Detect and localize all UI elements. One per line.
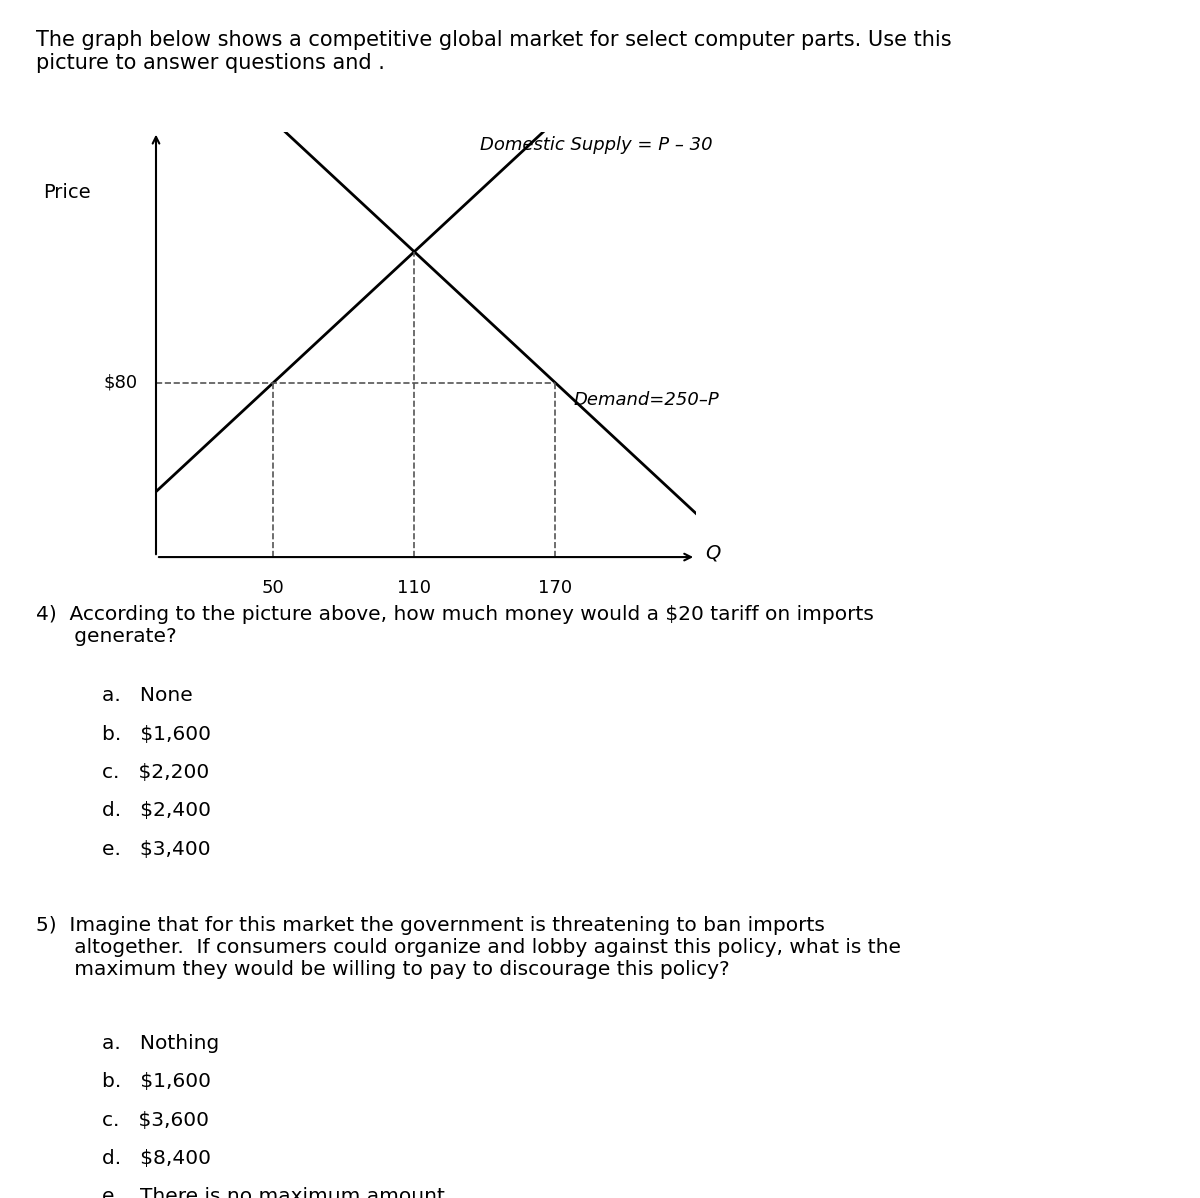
Text: a.   None: a. None	[102, 686, 193, 706]
Text: 4)  According to the picture above, how much money would a $20 tariff on imports: 4) According to the picture above, how m…	[36, 605, 874, 646]
Text: $80: $80	[103, 374, 137, 392]
Text: 110: 110	[397, 579, 431, 597]
Text: c.   $3,600: c. $3,600	[102, 1111, 209, 1130]
Text: e.   $3,400: e. $3,400	[102, 840, 211, 859]
Text: Q: Q	[706, 543, 721, 562]
Text: 5)  Imagine that for this market the government is threatening to ban imports
  : 5) Imagine that for this market the gove…	[36, 916, 901, 980]
Text: The graph below shows a competitive global market for select computer parts. Use: The graph below shows a competitive glob…	[36, 30, 952, 73]
Text: d.   $8,400: d. $8,400	[102, 1149, 211, 1168]
Text: 50: 50	[262, 579, 284, 597]
Text: a.   Nothing: a. Nothing	[102, 1034, 220, 1053]
Text: c.   $2,200: c. $2,200	[102, 763, 209, 782]
Text: Price: Price	[43, 183, 90, 201]
Text: d.   $2,400: d. $2,400	[102, 801, 211, 821]
Text: Demand=250–P: Demand=250–P	[574, 391, 720, 409]
Text: b.   $1,600: b. $1,600	[102, 1072, 211, 1091]
Text: b.   $1,600: b. $1,600	[102, 725, 211, 744]
Text: 170: 170	[538, 579, 572, 597]
Text: Domestic Supply = P – 30: Domestic Supply = P – 30	[480, 137, 713, 155]
Text: e.   There is no maximum amount.: e. There is no maximum amount.	[102, 1187, 451, 1198]
